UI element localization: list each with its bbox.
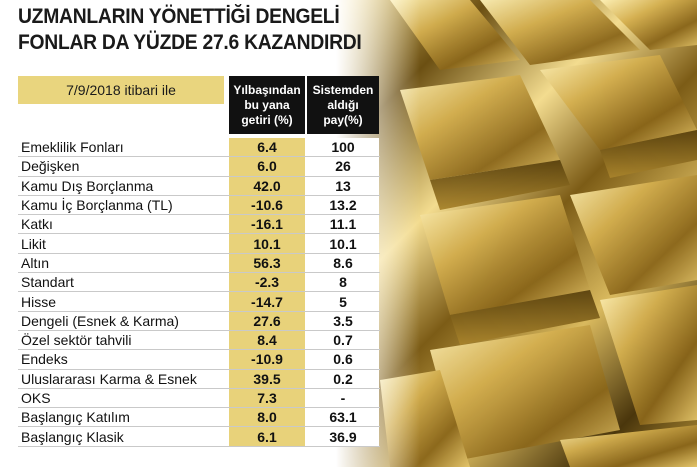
table-row: Başlangıç Katılım 8.0 63.1 — [18, 408, 380, 428]
fund-name: OKS — [21, 390, 51, 406]
title-line-1: UZMANLARIN YÖNETTİĞİ DENGELİ — [18, 5, 340, 28]
ytd-return-value: -16.1 — [229, 215, 305, 234]
share-header-line: aldığı — [327, 97, 359, 112]
table-row: Özel sektör tahvili 8.4 0.7 — [18, 330, 380, 351]
ytd-return-value: 8.0 — [229, 408, 305, 427]
ytd-header-line: bu yana — [244, 97, 290, 112]
system-share-value: 8 — [307, 273, 379, 292]
ytd-return-value: -10.6 — [229, 195, 305, 215]
fund-name: Kamu İç Borçlanma (TL) — [21, 197, 173, 214]
ytd-return-value: 8.4 — [229, 330, 305, 350]
system-share-value: 13 — [307, 176, 379, 195]
system-share-value: 8.6 — [307, 253, 379, 273]
system-share-value: 13.2 — [307, 195, 379, 215]
table-row: Likit 10.1 10.1 — [18, 234, 380, 254]
fund-table: Emeklilik Fonları 6.4 100 Değişken 6.0 26 Kamu… — [18, 138, 380, 447]
system-share-value: 0.2 — [307, 369, 379, 388]
table-row: Katkı -16.1 11.1 — [18, 215, 380, 235]
system-share-value: 3.5 — [307, 311, 379, 330]
system-share-value: 63.1 — [307, 408, 379, 427]
ytd-return-value: -10.9 — [229, 350, 305, 369]
column-header-system-share: Sistemden aldığı pay(%) — [307, 76, 379, 134]
system-share-value: 36.9 — [307, 427, 379, 446]
system-share-value: 10.1 — [307, 234, 379, 253]
ytd-return-value: 39.5 — [229, 369, 305, 388]
ytd-return-value: 6.0 — [229, 157, 305, 176]
share-header-line: Sistemden — [312, 82, 374, 97]
fund-name: Endeks — [21, 351, 68, 368]
table-row: Emeklilik Fonları 6.4 100 — [18, 138, 380, 158]
system-share-value: 11.1 — [307, 215, 379, 234]
fund-name: Hisse — [21, 293, 57, 310]
system-share-value: 0.6 — [307, 350, 379, 369]
share-header-line: pay(%) — [323, 112, 363, 127]
fund-name: Başlangıç Klasik — [21, 428, 124, 445]
table-row: Standart -2.3 8 — [18, 273, 380, 293]
fund-name: Başlangıç Katılım — [21, 409, 130, 426]
ytd-return-value: 7.3 — [229, 388, 305, 408]
system-share-value: 0.7 — [307, 330, 379, 350]
table-row: Endeks -10.9 0.6 — [18, 350, 380, 370]
table-row: Dengeli (Esnek & Karma) 27.6 3.5 — [18, 311, 380, 331]
ytd-return-value: 10.1 — [229, 234, 305, 253]
system-share-value: 26 — [307, 157, 379, 176]
table-row: Altın 56.3 8.6 — [18, 253, 380, 274]
fund-name: Altın — [21, 254, 50, 271]
system-share-value: 5 — [307, 292, 379, 311]
ytd-return-value: 56.3 — [229, 253, 305, 273]
column-header-ytd-return: Yılbaşından bu yana getiri (%) — [229, 76, 305, 134]
ytd-return-value: 6.1 — [229, 427, 305, 446]
table-row: Uluslararası Karma & Esnek 39.5 0.2 — [18, 369, 380, 389]
table-row: OKS 7.3- — [18, 388, 380, 409]
fund-name: Değişken — [21, 158, 80, 175]
table-row: Değişken 6.0 26 — [18, 157, 380, 177]
ytd-header-line: Yılbaşından — [233, 82, 301, 97]
ytd-return-value: 27.6 — [229, 311, 305, 330]
ytd-return-value: 6.4 — [229, 138, 305, 157]
table-row: Kamu İç Borçlanma (TL) -10.6 13.2 — [18, 195, 380, 216]
fund-name: Emeklilik Fonları — [21, 139, 124, 156]
table-row: Başlangıç Klasik 6.1 36.9 — [18, 427, 380, 447]
system-share-value: 100 — [307, 138, 379, 157]
fund-name: Katkı — [21, 216, 53, 233]
table-row: Hisse -14.7 5 — [18, 292, 380, 312]
ytd-header-line: getiri (%) — [241, 112, 293, 127]
system-share-value: - — [307, 388, 379, 408]
ytd-return-value: 42.0 — [229, 176, 305, 195]
fund-name: Likit — [21, 235, 46, 252]
fund-name: Dengeli (Esnek & Karma) — [21, 312, 179, 329]
page-title: UZMANLARIN YÖNETTİĞİ DENGELİ FONLAR DA Y… — [18, 4, 362, 56]
table-row: Kamu Dış Borçlanma 42.0 13 — [18, 176, 380, 196]
fund-name: Standart — [21, 274, 74, 291]
fund-name: Kamu Dış Borçlanma — [21, 177, 154, 194]
date-label: 7/9/2018 itibari ile — [18, 76, 224, 104]
title-line-2: FONLAR DA YÜZDE 27.6 KAZANDIRDI — [18, 31, 362, 54]
ytd-return-value: -2.3 — [229, 273, 305, 292]
ytd-return-value: -14.7 — [229, 292, 305, 311]
fund-name: Özel sektör tahvili — [21, 332, 132, 349]
fund-name: Uluslararası Karma & Esnek — [21, 370, 197, 387]
